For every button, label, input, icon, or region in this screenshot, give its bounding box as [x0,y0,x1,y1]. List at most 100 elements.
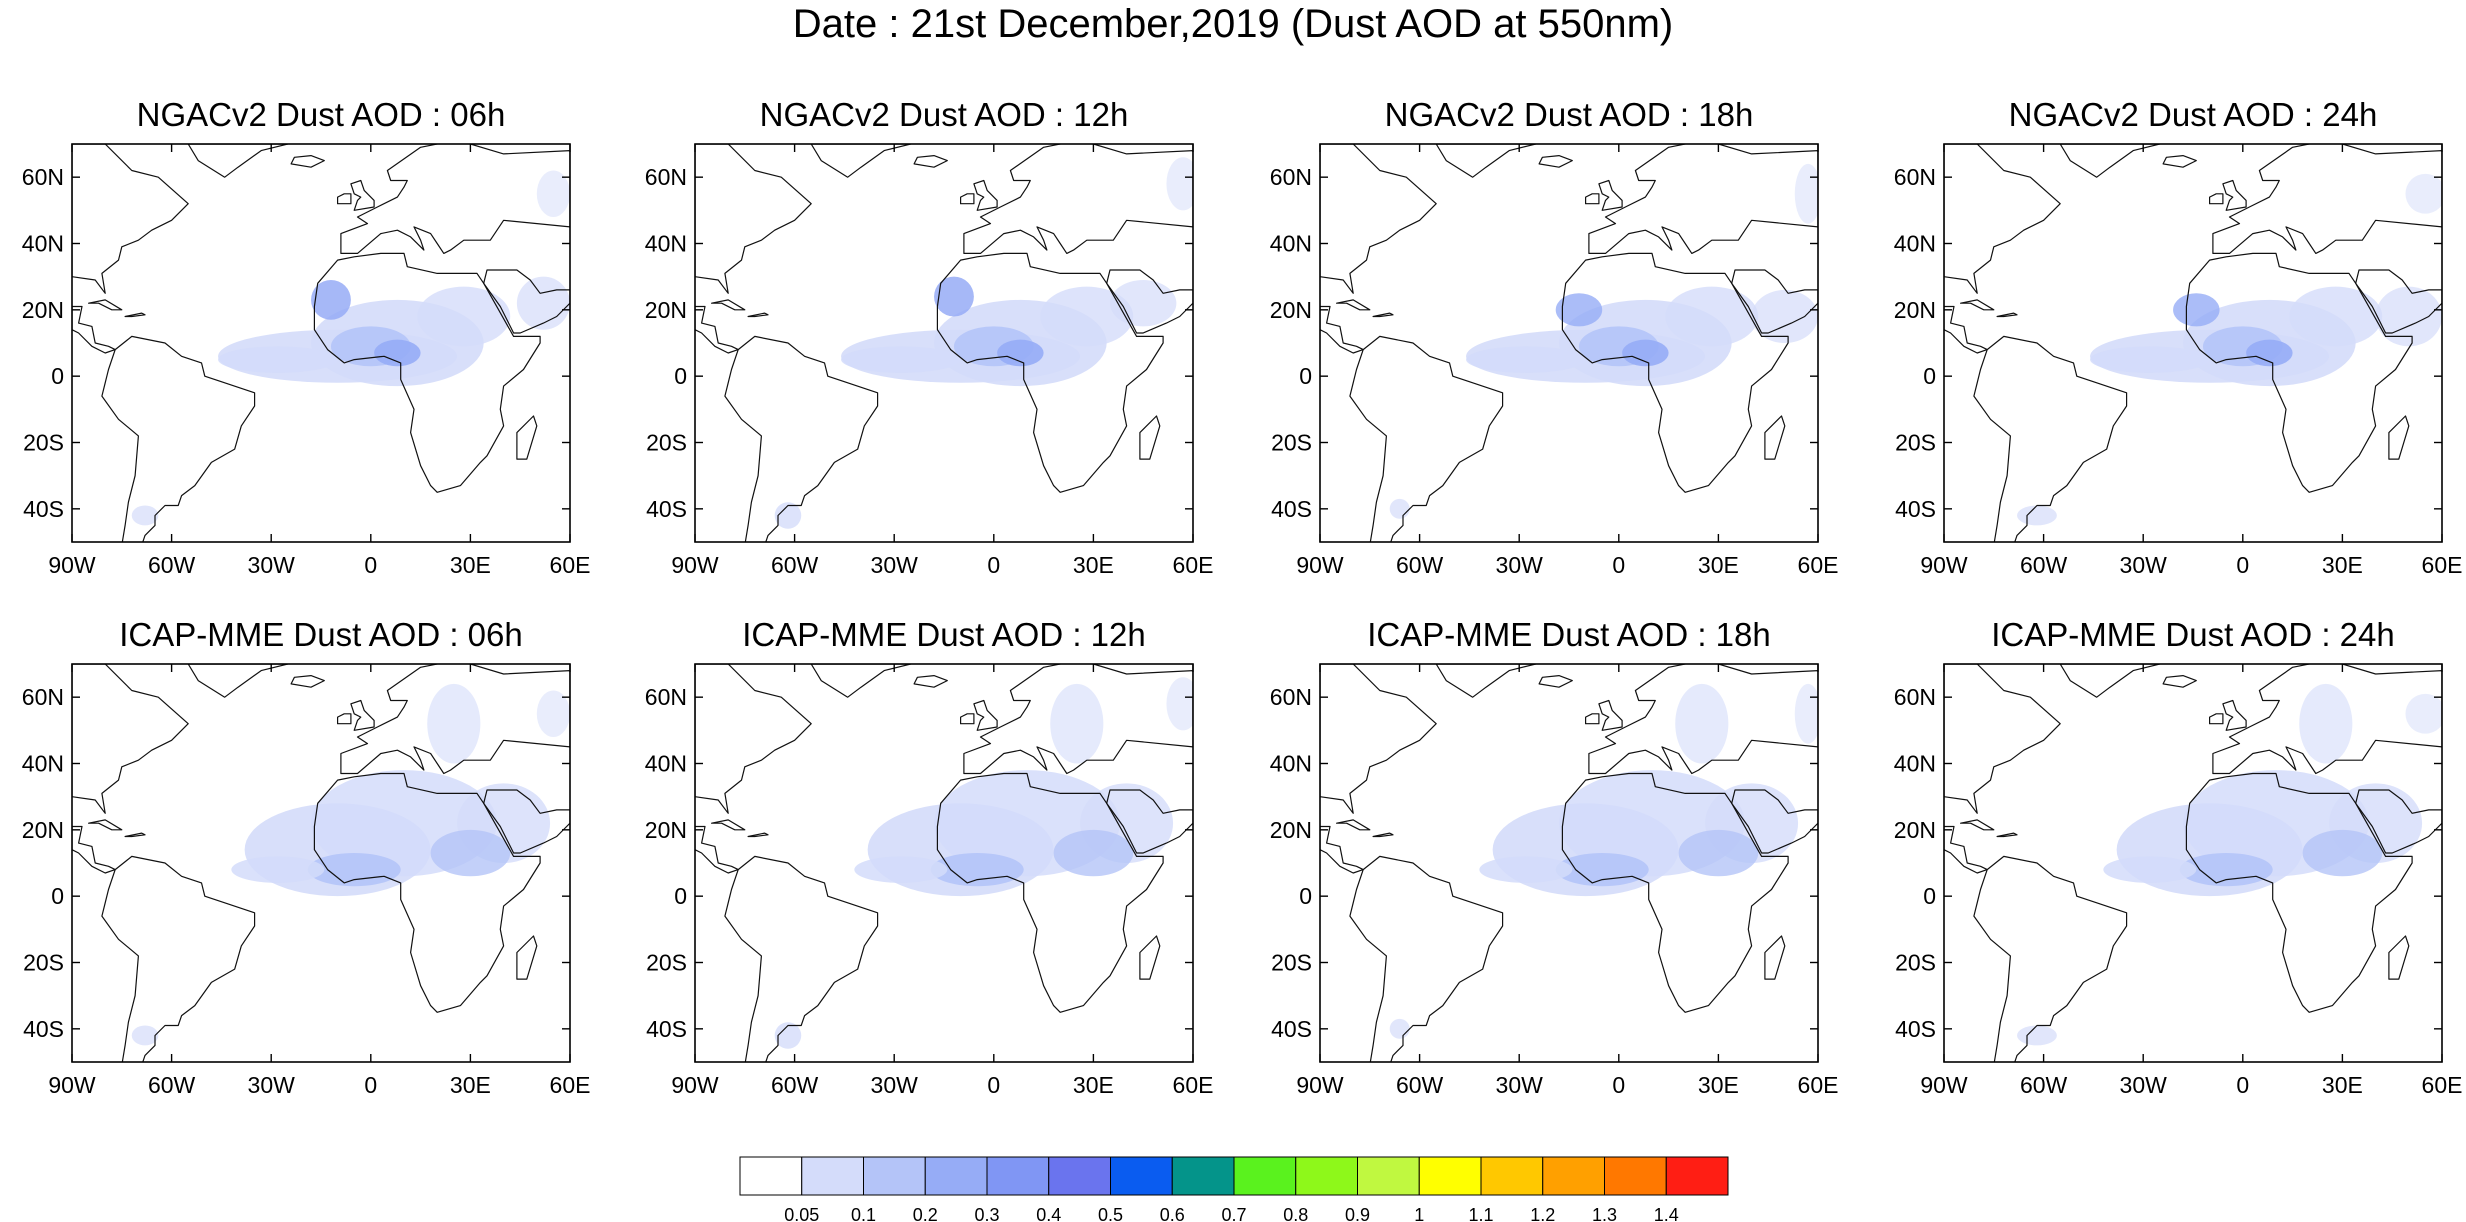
coastline [959,193,975,205]
lon-tick-label: 90W [671,552,719,578]
lat-tick-label: 40S [1271,496,1312,522]
colorbar-label: 0.1 [851,1205,876,1222]
lon-tick-label: 30E [450,1072,491,1098]
dust-plume [2103,856,2197,883]
dust-plume [2375,286,2442,347]
coastline [913,674,948,688]
coastline [313,772,541,1013]
dust-plume [1794,683,1818,744]
coastline [1588,144,1818,254]
lat-tick-label: 40N [1894,751,1936,777]
coastline [1372,832,1394,838]
colorbar-swatch [1665,1156,1729,1196]
coastline [2388,935,2410,980]
coastline [1538,155,1573,168]
lon-tick-label: 60W [148,552,196,578]
dust-plume [1166,157,1193,211]
dust-plume [2017,1025,2057,1046]
map-frame [694,663,1194,1063]
map-panel: NGACv2 Dust AOD : 12h 90W 60W 30W 0 30E 60E 60N… [645,96,1214,578]
lon-tick-label: 30W [248,1072,296,1098]
lon-tick-label: 60E [550,552,591,578]
coastline [1996,832,2018,838]
coastline [483,789,570,854]
dust-plume [774,1022,802,1049]
coastline [1944,825,1988,874]
lat-tick-label: 60N [22,684,64,710]
lat-tick-label: 20S [23,430,64,456]
lat-tick-label: 0 [674,363,687,389]
dust-plume [774,502,802,529]
lon-tick-label: 0 [1612,1072,1625,1098]
colorbar-swatch [1233,1156,1297,1196]
coastline [724,855,879,1062]
coastline [810,144,912,178]
coastline [1106,789,1193,854]
coastline [516,935,538,980]
lon-tick-label: 60E [2422,1072,2463,1098]
lat-tick-label: 20S [1895,430,1936,456]
coastline [340,144,570,254]
coastline [313,252,541,493]
dust-plume [1166,677,1193,731]
lon-tick-label: 60E [2422,552,2463,578]
coastline [2222,179,2247,211]
dust-plume [131,1025,159,1046]
dust-plume [536,170,570,217]
map-panel: ICAP-MME Dust AOD : 12h 90W 60W 30W 0 30E 60E 6… [645,616,1214,1098]
lat-tick-label: 20N [645,817,687,843]
dust-plume [854,856,948,883]
lat-tick-label: 20N [1270,297,1312,323]
lon-tick-label: 60W [148,1072,196,1098]
colorbar-swatch [863,1156,926,1196]
coastline [101,855,256,1062]
coastline [350,179,375,211]
lon-tick-label: 90W [1920,552,1968,578]
coastline [2162,674,2197,688]
lat-tick-label: 20N [22,297,64,323]
lat-tick-label: 0 [51,883,64,909]
coastline [724,335,879,542]
coastline [1973,855,2128,1062]
lat-tick-label: 0 [1299,883,1312,909]
lon-tick-label: 60W [771,1072,819,1098]
coastline [2388,415,2410,460]
coastline [1959,819,1995,831]
lat-tick-label: 40N [1270,751,1312,777]
lat-tick-label: 40N [645,231,687,257]
lon-tick-label: 30E [1698,552,1739,578]
dust-plume [1665,286,1759,347]
lon-tick-label: 60W [2020,552,2068,578]
lon-tick-label: 60W [1396,1072,1444,1098]
lon-tick-label: 30E [1073,1072,1114,1098]
panel-title: NGACv2 Dust AOD : 12h [760,96,1129,133]
coastline [2222,699,2247,731]
coastline [2185,772,2413,1013]
map-panels: NGACv2 Dust AOD : 06h 90W 60W 30W 0 30E 60E 60N… [22,96,2463,1098]
dust-plume [374,339,421,367]
coastline [1584,713,1600,725]
coastline [1959,299,1995,311]
map-panel: ICAP-MME Dust AOD : 18h 90W 60W 30W 0 30E 60E 6… [1270,616,1839,1098]
lat-tick-label: 20N [1270,817,1312,843]
coastline [1764,415,1786,460]
colorbar-swatch [1542,1156,1605,1196]
map-panel: NGACv2 Dust AOD : 06h 90W 60W 30W 0 30E 60E 60N… [22,96,591,578]
colorbar-swatch [1048,1156,1111,1196]
colorbar-swatch [1171,1156,1235,1196]
colorbar-label: 1 [1414,1205,1424,1222]
dust-plume [131,505,159,526]
dust-plume [1040,286,1134,347]
colorbar-label: 0.3 [974,1205,999,1222]
coastline [1435,144,1537,178]
lon-tick-label: 0 [987,552,1000,578]
map-panel: ICAP-MME Dust AOD : 06h 90W 60W 30W 0 30E 60E 6… [22,616,591,1098]
coastline [1973,335,2128,542]
lat-tick-label: 20S [1271,950,1312,976]
dust-plume [1053,829,1134,877]
coastline [2355,789,2442,854]
colorbar-label: 1.1 [1468,1205,1493,1222]
coastline [963,144,1193,254]
dust-plume [1675,683,1729,764]
lat-tick-label: 40S [23,1016,64,1042]
